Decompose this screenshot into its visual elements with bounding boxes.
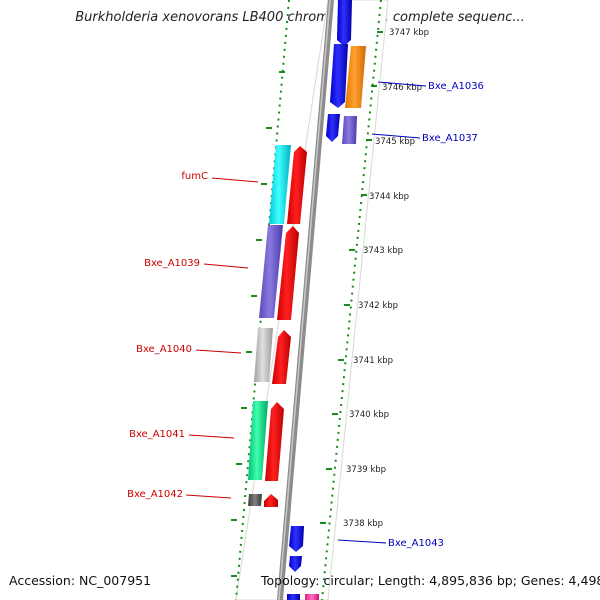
gene-label-fumc[interactable]: fumC	[181, 171, 208, 182]
ruler-label: 3738 kbp	[343, 519, 383, 529]
gene-feature-purple[interactable]	[259, 225, 283, 318]
gene-label-bxe-a1040[interactable]: Bxe_A1040	[136, 344, 192, 355]
label-leaders	[185, 81, 427, 544]
genome-backbone-highlight	[278, 0, 331, 600]
outer-ring-ticks	[231, 71, 285, 577]
gene-feature-blue[interactable]	[337, 0, 352, 46]
gene-feature-cyan[interactable]	[269, 145, 291, 224]
gene-feature-blue[interactable]	[326, 114, 340, 142]
genome-backbone	[277, 0, 334, 600]
ruler-label: 3743 kbp	[363, 246, 403, 256]
gene-feature-blue[interactable]	[287, 594, 300, 600]
gene-feature-blue[interactable]	[289, 526, 304, 552]
ruler-labels: 3747 kbp 3746 kbp 3745 kbp 3744 kbp 3743…	[343, 28, 429, 529]
gene-feature-green[interactable]	[248, 401, 268, 480]
gene-feature-grey[interactable]	[254, 328, 273, 382]
map-title: Burkholderia xenovorans LB400 chromosome…	[75, 10, 525, 25]
ruler-label: 3744 kbp	[369, 192, 409, 202]
accession-text: Accession: NC_007951	[9, 573, 152, 588]
reverse-strand-features[interactable]	[248, 145, 307, 507]
ruler-label: 3740 kbp	[349, 410, 389, 420]
gene-label-bxe-a1041[interactable]: Bxe_A1041	[129, 429, 185, 440]
gene-label-bxe-a1043[interactable]: Bxe_A1043	[388, 538, 444, 549]
forward-strand-features[interactable]	[287, 0, 366, 600]
ruler-label: 3741 kbp	[353, 356, 393, 366]
gene-feature-red[interactable]	[264, 494, 278, 507]
ruler-label: 3746 kbp	[382, 83, 422, 93]
ruler-label: 3739 kbp	[346, 465, 386, 475]
gene-label-bxe-a1042[interactable]: Bxe_A1042	[127, 489, 183, 500]
gene-label-bxe-a1036[interactable]: Bxe_A1036	[428, 81, 484, 92]
gene-labels-left: fumC Bxe_A1039 Bxe_A1040 Bxe_A1041 Bxe_A…	[127, 171, 208, 500]
gene-feature-purple[interactable]	[342, 116, 357, 144]
topology-text: Topology: circular; Length: 4,895,836 bp…	[261, 573, 600, 588]
inner-dotted-ring	[321, 0, 382, 600]
gene-label-bxe-a1039[interactable]: Bxe_A1039	[144, 258, 200, 269]
gene-feature-darkgrey[interactable]	[248, 494, 262, 506]
gene-feature-red[interactable]	[265, 402, 284, 481]
gene-feature-blue[interactable]	[330, 44, 348, 108]
gene-labels-right: Bxe_A1036 Bxe_A1037 Bxe_A1043	[388, 81, 484, 549]
gene-feature-orange[interactable]	[345, 46, 366, 108]
ruler-label: 3742 kbp	[358, 301, 398, 311]
gene-feature-red[interactable]	[272, 330, 291, 384]
gene-feature-red[interactable]	[287, 146, 307, 224]
ruler-label: 3747 kbp	[389, 28, 429, 38]
gene-label-bxe-a1037[interactable]: Bxe_A1037	[422, 133, 478, 144]
inner-ring-ticks	[320, 31, 383, 524]
gene-feature-red[interactable]	[277, 226, 299, 320]
gene-feature-blue[interactable]	[289, 556, 302, 572]
ruler-label: 3745 kbp	[375, 137, 415, 147]
gene-feature-pink[interactable]	[305, 594, 319, 600]
feature-band	[235, 0, 389, 600]
